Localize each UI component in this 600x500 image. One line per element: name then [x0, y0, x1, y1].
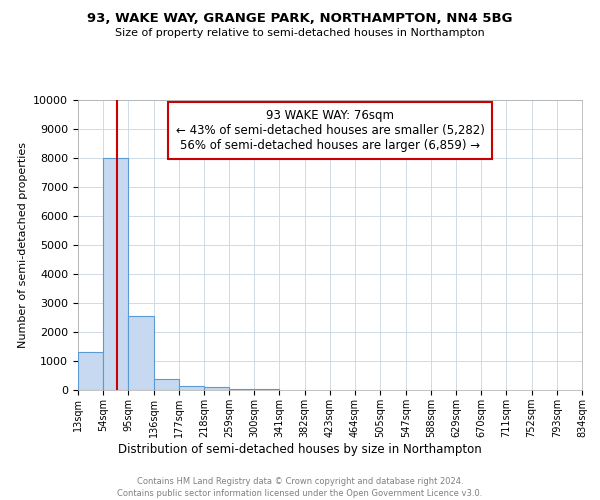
- Bar: [128, 316, 154, 390]
- Bar: [78, 352, 103, 390]
- Bar: [254, 388, 280, 390]
- Y-axis label: Number of semi-detached properties: Number of semi-detached properties: [18, 142, 28, 348]
- Bar: [204, 387, 229, 390]
- Text: Contains public sector information licensed under the Open Government Licence v3: Contains public sector information licen…: [118, 489, 482, 498]
- Bar: [179, 386, 204, 390]
- Bar: [103, 158, 128, 390]
- Text: Distribution of semi-detached houses by size in Northampton: Distribution of semi-detached houses by …: [118, 442, 482, 456]
- Text: Size of property relative to semi-detached houses in Northampton: Size of property relative to semi-detach…: [115, 28, 485, 38]
- Text: 93, WAKE WAY, GRANGE PARK, NORTHAMPTON, NN4 5BG: 93, WAKE WAY, GRANGE PARK, NORTHAMPTON, …: [87, 12, 513, 26]
- Text: Contains HM Land Registry data © Crown copyright and database right 2024.: Contains HM Land Registry data © Crown c…: [137, 478, 463, 486]
- Bar: [229, 388, 254, 390]
- Text: 93 WAKE WAY: 76sqm
← 43% of semi-detached houses are smaller (5,282)
56% of semi: 93 WAKE WAY: 76sqm ← 43% of semi-detache…: [176, 108, 484, 152]
- Bar: [154, 379, 179, 390]
